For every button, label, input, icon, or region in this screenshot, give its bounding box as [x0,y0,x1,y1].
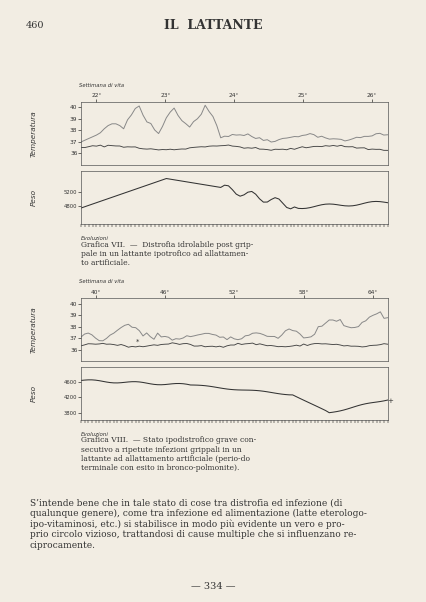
Text: 460: 460 [26,21,44,30]
Text: Peso: Peso [30,189,36,206]
Text: Temperatura: Temperatura [30,110,37,157]
Text: Settimana di vita: Settimana di vita [79,83,124,88]
Text: Grafica VII.  —  Distrofia idrolabile post grip-
pale in un lattante ipotrofico : Grafica VII. — Distrofia idrolabile post… [81,241,253,267]
Text: *: * [136,338,140,344]
Text: Evoluzioni: Evoluzioni [81,235,109,241]
Text: S’intende bene che in tale stato di cose tra distrofia ed infezione (di
qualunqu: S’intende bene che in tale stato di cose… [30,498,367,550]
Text: Temperatura: Temperatura [30,306,37,353]
Text: Peso: Peso [30,385,36,402]
Text: — 334 —: — 334 — [191,582,235,591]
Text: Settimana di vita: Settimana di vita [79,279,124,284]
Text: Evoluzioni: Evoluzioni [81,432,109,437]
Text: IL  LATTANTE: IL LATTANTE [164,19,262,33]
Text: +: + [388,398,394,404]
Text: Grafica VIII.  — Stato ipodistrofico grave con-
secutivo a ripetute infezioni gr: Grafica VIII. — Stato ipodistrofico grav… [81,436,256,472]
